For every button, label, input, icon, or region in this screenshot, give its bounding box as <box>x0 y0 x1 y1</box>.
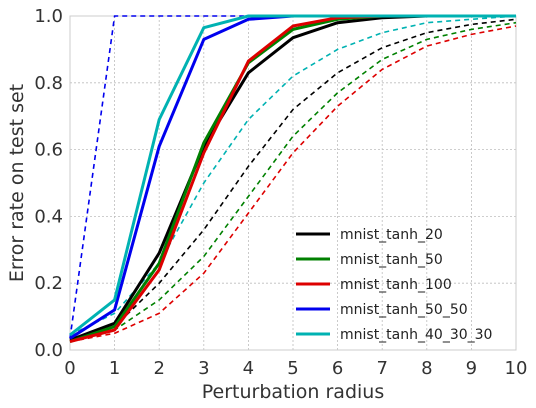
dashed-series-line-4 <box>69 15 517 336</box>
legend-label-2: mnist_tanh_100 <box>340 277 452 293</box>
legend-label-3: mnist_tanh_50_50 <box>340 302 468 318</box>
legend-label-1: mnist_tanh_50 <box>340 252 443 268</box>
legend-label-0: mnist_tanh_20 <box>340 227 443 243</box>
dashed-series-line-0 <box>69 18 517 341</box>
x-tick-label: 0 <box>64 358 75 379</box>
x-tick-label: 2 <box>153 358 164 379</box>
y-tick-label: 0.2 <box>34 273 63 294</box>
x-tick-label: 9 <box>466 358 477 379</box>
y-tick-label: 0.0 <box>34 340 63 361</box>
x-tick-label: 10 <box>505 358 528 379</box>
x-tick-label: 4 <box>243 358 254 379</box>
y-tick-label: 0.8 <box>34 73 63 94</box>
y-tick-labels: 0.0 0.2 0.4 0.6 0.8 1.0 <box>34 6 63 361</box>
y-tick-label: 0.4 <box>34 206 63 227</box>
x-tick-label: 1 <box>109 358 120 379</box>
x-axis-label: Perturbation radius <box>202 381 384 403</box>
legend: mnist_tanh_20 mnist_tanh_50 mnist_tanh_100… <box>296 227 492 343</box>
solid-series-group <box>69 14 516 344</box>
dashed-series-line-1 <box>69 21 517 343</box>
x-tick-label: 7 <box>376 358 387 379</box>
x-tick-label: 6 <box>332 358 343 379</box>
legend-label-4: mnist_tanh_40_30_30 <box>340 327 492 343</box>
y-tick-label: 1.0 <box>34 6 63 27</box>
x-tick-label: 5 <box>287 358 298 379</box>
series-line-4 <box>69 14 516 337</box>
y-tick-label: 0.6 <box>34 140 63 161</box>
y-axis-label: Error rate on test set <box>6 84 28 282</box>
x-tick-label: 3 <box>198 358 209 379</box>
x-tick-label: 8 <box>421 358 432 379</box>
x-tick-labels: 0 1 2 3 4 5 6 7 8 9 10 <box>64 358 527 379</box>
